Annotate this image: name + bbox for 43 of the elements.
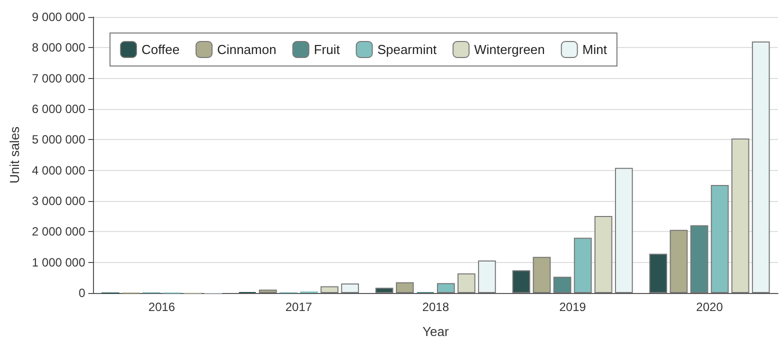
- y-tick-label: 6 000 000: [32, 102, 86, 116]
- bar: [320, 286, 338, 293]
- y-tick-label: 7 000 000: [32, 71, 86, 86]
- legend-label: Mint: [582, 42, 608, 57]
- bar: [553, 276, 572, 293]
- bar: [752, 42, 770, 293]
- y-tick-label: 0: [78, 286, 86, 300]
- y-tick-label: 1 000 000: [32, 255, 86, 270]
- y-tick-label: 3 000 000: [32, 194, 86, 208]
- bar: [649, 254, 668, 293]
- legend-label: Cinnamon: [217, 42, 276, 57]
- legend-label: Fruit: [314, 42, 340, 57]
- y-tick-label: 5 000 000: [32, 132, 86, 147]
- y-tick-label: 2 000 000: [32, 224, 86, 239]
- bar: [594, 216, 612, 293]
- bar: [690, 225, 708, 293]
- bar: [614, 168, 633, 293]
- legend-label: Coffee: [142, 42, 180, 57]
- x-tick-label: 2018: [422, 300, 450, 314]
- bar: [670, 230, 688, 293]
- bar: [396, 282, 414, 293]
- x-tick-label: 2020: [696, 300, 724, 314]
- y-tick-label: 8 000 000: [32, 40, 86, 55]
- bar: [375, 288, 394, 293]
- bar: [532, 256, 551, 293]
- y-axis-title: Unit sales: [7, 126, 22, 184]
- x-tick-label: 2016: [148, 300, 176, 314]
- legend-label: Spearmint: [377, 42, 437, 57]
- bar: [458, 273, 476, 293]
- bar: [436, 283, 455, 293]
- bar: [574, 238, 592, 293]
- bar: [341, 283, 359, 293]
- legend-label: Wintergreen: [474, 42, 545, 57]
- x-tick-label: 2019: [559, 300, 586, 314]
- bar: [710, 185, 729, 293]
- y-tick-label: 4 000 000: [32, 163, 86, 178]
- x-axis-title: Year: [422, 324, 450, 339]
- bar: [478, 260, 496, 293]
- bar: [512, 270, 530, 293]
- bar: [258, 290, 277, 293]
- x-tick-label: 2017: [285, 300, 312, 314]
- y-tick-label: 9 000 000: [32, 10, 86, 24]
- bar: [731, 138, 750, 293]
